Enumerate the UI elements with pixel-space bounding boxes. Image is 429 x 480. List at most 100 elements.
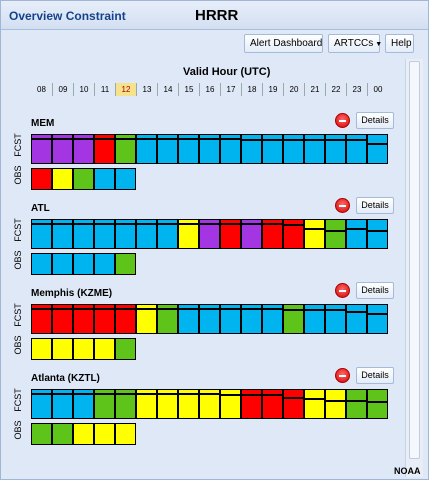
observation-cell[interactable]	[52, 338, 73, 360]
forecast-cell[interactable]	[157, 134, 178, 164]
forecast-cell[interactable]	[115, 304, 136, 334]
forecast-cell[interactable]	[73, 134, 94, 164]
forecast-cell[interactable]	[199, 389, 220, 419]
forecast-cell[interactable]	[94, 304, 115, 334]
forecast-cell[interactable]	[136, 134, 157, 164]
forecast-cell[interactable]	[31, 389, 52, 419]
forecast-cell[interactable]	[304, 134, 325, 164]
forecast-cell[interactable]	[94, 219, 115, 249]
forecast-cell[interactable]	[346, 304, 367, 334]
forecast-cell[interactable]	[178, 134, 199, 164]
observation-cell[interactable]	[31, 423, 52, 445]
forecast-cell[interactable]	[199, 304, 220, 334]
observation-cell[interactable]	[94, 338, 115, 360]
forecast-cell[interactable]	[199, 134, 220, 164]
artccs-dropdown-button[interactable]: ARTCCs ▼	[328, 34, 382, 53]
observation-cell[interactable]	[31, 168, 52, 190]
forecast-cell[interactable]	[115, 134, 136, 164]
observation-cell[interactable]	[73, 423, 94, 445]
remove-icon[interactable]	[335, 283, 350, 298]
forecast-cell[interactable]	[31, 134, 52, 164]
forecast-cell[interactable]	[346, 134, 367, 164]
forecast-cell[interactable]	[325, 219, 346, 249]
forecast-cell[interactable]	[52, 134, 73, 164]
remove-icon[interactable]	[335, 368, 350, 383]
scrollbar-thumb[interactable]	[409, 61, 420, 459]
forecast-cell[interactable]	[157, 219, 178, 249]
forecast-cell[interactable]	[283, 134, 304, 164]
observation-cell[interactable]	[115, 423, 136, 445]
forecast-cell[interactable]	[367, 219, 388, 249]
forecast-cell[interactable]	[241, 304, 262, 334]
observation-cell[interactable]	[52, 423, 73, 445]
forecast-cell[interactable]	[346, 389, 367, 419]
forecast-cell[interactable]	[52, 389, 73, 419]
details-button[interactable]: Details	[356, 282, 394, 299]
details-button[interactable]: Details	[356, 197, 394, 214]
observation-cell[interactable]	[115, 168, 136, 190]
forecast-cell[interactable]	[157, 389, 178, 419]
help-button[interactable]: Help	[385, 34, 414, 53]
observation-cell[interactable]	[94, 253, 115, 275]
observation-cell[interactable]	[73, 338, 94, 360]
alert-dashboard-button[interactable]: Alert Dashboard	[244, 34, 323, 53]
forecast-cell[interactable]	[157, 304, 178, 334]
forecast-cell[interactable]	[220, 219, 241, 249]
forecast-cell[interactable]	[304, 389, 325, 419]
forecast-cell[interactable]	[73, 389, 94, 419]
forecast-cell[interactable]	[241, 219, 262, 249]
forecast-cell[interactable]	[178, 219, 199, 249]
observation-cell[interactable]	[31, 338, 52, 360]
forecast-cell[interactable]	[325, 134, 346, 164]
forecast-cell[interactable]	[31, 219, 52, 249]
details-button[interactable]: Details	[356, 112, 394, 129]
observation-cell[interactable]	[31, 253, 52, 275]
forecast-cell[interactable]	[346, 219, 367, 249]
observation-cell[interactable]	[52, 253, 73, 275]
forecast-cell[interactable]	[220, 304, 241, 334]
forecast-cell[interactable]	[367, 389, 388, 419]
forecast-cell[interactable]	[325, 389, 346, 419]
forecast-cell[interactable]	[262, 219, 283, 249]
forecast-cell[interactable]	[367, 304, 388, 334]
forecast-cell[interactable]	[52, 304, 73, 334]
forecast-cell[interactable]	[136, 304, 157, 334]
forecast-cell[interactable]	[31, 304, 52, 334]
forecast-cell[interactable]	[220, 134, 241, 164]
forecast-cell[interactable]	[304, 219, 325, 249]
forecast-cell[interactable]	[304, 304, 325, 334]
forecast-cell[interactable]	[262, 134, 283, 164]
forecast-cell[interactable]	[73, 304, 94, 334]
forecast-cell[interactable]	[52, 219, 73, 249]
remove-icon[interactable]	[335, 113, 350, 128]
forecast-cell[interactable]	[283, 389, 304, 419]
observation-cell[interactable]	[73, 168, 94, 190]
observation-cell[interactable]	[115, 253, 136, 275]
forecast-cell[interactable]	[136, 219, 157, 249]
details-button[interactable]: Details	[356, 367, 394, 384]
forecast-cell[interactable]	[199, 219, 220, 249]
forecast-cell[interactable]	[178, 389, 199, 419]
remove-icon[interactable]	[335, 198, 350, 213]
forecast-cell[interactable]	[283, 304, 304, 334]
forecast-cell[interactable]	[325, 304, 346, 334]
forecast-cell[interactable]	[241, 134, 262, 164]
observation-cell[interactable]	[115, 338, 136, 360]
forecast-cell[interactable]	[136, 389, 157, 419]
forecast-cell[interactable]	[262, 304, 283, 334]
forecast-cell[interactable]	[115, 389, 136, 419]
observation-cell[interactable]	[73, 253, 94, 275]
forecast-cell[interactable]	[367, 134, 388, 164]
vertical-scrollbar[interactable]	[405, 59, 423, 477]
forecast-cell[interactable]	[220, 389, 241, 419]
observation-cell[interactable]	[94, 423, 115, 445]
observation-cell[interactable]	[94, 168, 115, 190]
forecast-cell[interactable]	[178, 304, 199, 334]
forecast-cell[interactable]	[283, 219, 304, 249]
forecast-cell[interactable]	[115, 219, 136, 249]
forecast-cell[interactable]	[241, 389, 262, 419]
forecast-cell[interactable]	[73, 219, 94, 249]
observation-cell[interactable]	[52, 168, 73, 190]
forecast-cell[interactable]	[94, 134, 115, 164]
forecast-cell[interactable]	[94, 389, 115, 419]
